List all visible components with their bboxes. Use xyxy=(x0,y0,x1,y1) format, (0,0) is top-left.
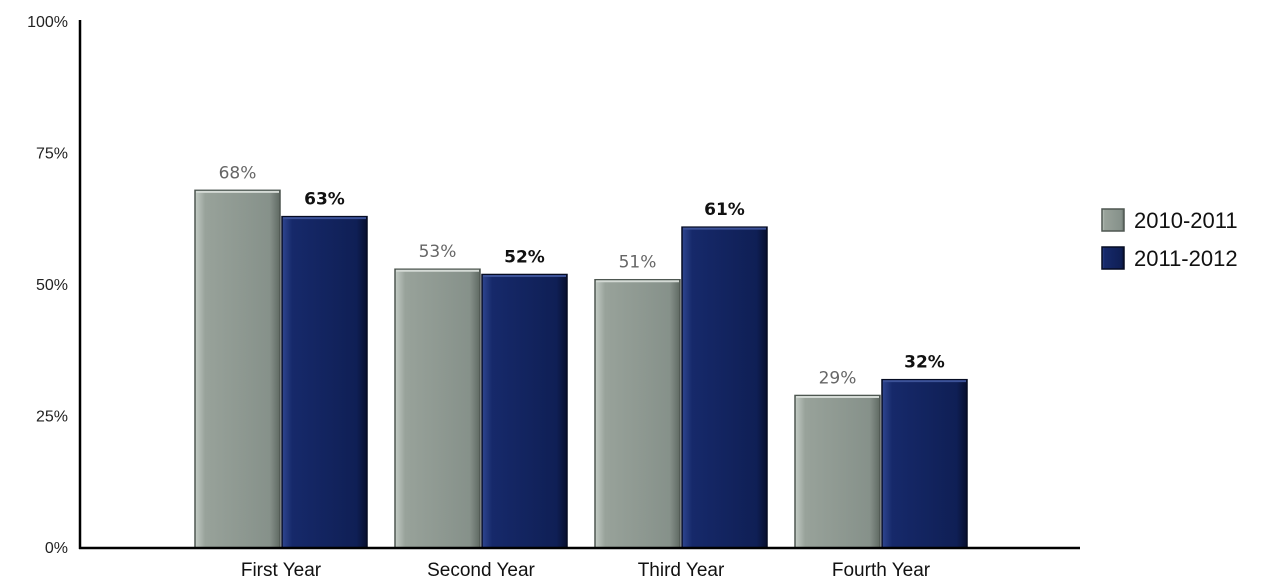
y-tick-label: 25% xyxy=(36,409,68,426)
y-tick-label: 75% xyxy=(36,146,68,163)
data-label: 52% xyxy=(504,247,545,267)
x-tick-label: First Year xyxy=(241,560,322,581)
y-tick-label: 50% xyxy=(36,277,68,294)
y-axis-ticks: 0% 25% 50% 75% 100% xyxy=(27,14,68,557)
y-tick-label: 0% xyxy=(45,540,68,557)
legend-swatch xyxy=(1101,208,1125,232)
bar-2011-2012-fourth-year xyxy=(881,378,968,549)
data-labels: 68% 63% 53% 52% 51% 61% 29% 32% xyxy=(219,163,945,388)
data-label: 61% xyxy=(704,200,745,220)
x-tick-label: Second Year xyxy=(427,560,535,581)
x-tick-label: Fourth Year xyxy=(832,560,931,581)
data-label: 63% xyxy=(304,190,345,210)
y-tick-label: 100% xyxy=(27,14,68,31)
data-label: 68% xyxy=(219,163,257,183)
legend-label: 2011-2012 xyxy=(1134,246,1238,271)
data-label: 51% xyxy=(619,253,657,273)
bar-2011-2012-third-year xyxy=(681,226,768,549)
legend: 2010-2011 2011-2012 xyxy=(1101,208,1238,271)
data-label: 32% xyxy=(904,353,945,373)
axes xyxy=(78,20,1080,550)
legend-swatch xyxy=(1101,246,1125,270)
x-tick-label: Third Year xyxy=(638,560,725,581)
data-label: 53% xyxy=(419,242,457,262)
bar-2011-2012-second-year xyxy=(481,273,568,549)
legend-label: 2010-2011 xyxy=(1134,208,1238,233)
bars xyxy=(194,189,968,549)
bar-2010-2011-second-year xyxy=(394,268,481,549)
bar-2010-2011-fourth-year xyxy=(794,394,881,549)
bar-2010-2011-third-year xyxy=(594,278,681,549)
bar-2010-2011-first-year xyxy=(194,189,281,549)
x-axis-ticks: First Year Second Year Third Year Fourth Ye… xyxy=(241,560,931,581)
bar-2011-2012-first-year xyxy=(281,215,368,549)
data-label: 29% xyxy=(819,368,857,388)
